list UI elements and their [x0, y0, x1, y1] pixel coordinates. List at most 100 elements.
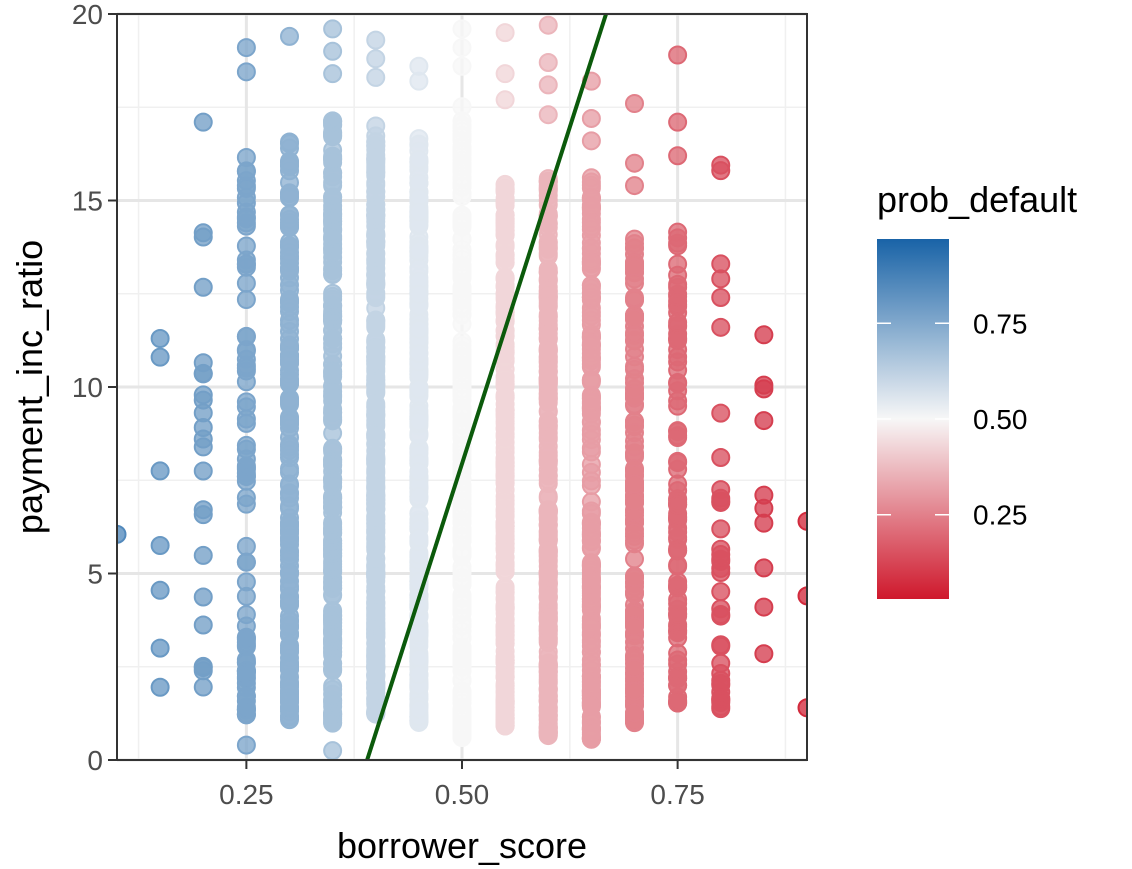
y-tick-label: 20 — [72, 0, 103, 30]
data-point — [366, 49, 386, 69]
data-point — [711, 653, 731, 673]
data-point — [280, 483, 299, 503]
data-point — [668, 522, 688, 542]
data-point — [280, 692, 299, 712]
data-point — [280, 392, 299, 412]
data-point — [452, 38, 472, 58]
data-point — [280, 528, 299, 548]
data-point — [495, 486, 515, 506]
data-point — [323, 713, 343, 733]
data-point — [495, 64, 515, 84]
data-point — [538, 371, 558, 391]
data-point — [625, 549, 644, 569]
data-point — [366, 548, 386, 568]
data-point — [409, 319, 429, 339]
data-point — [366, 116, 386, 136]
data-point — [452, 212, 472, 232]
data-point — [711, 254, 731, 274]
data-point — [625, 339, 644, 359]
data-point — [452, 523, 472, 543]
data-point — [280, 659, 299, 679]
data-point — [366, 462, 386, 482]
data-point — [625, 617, 644, 637]
data-point — [280, 459, 299, 479]
data-point — [236, 494, 256, 514]
data-point — [538, 341, 558, 361]
data-point — [280, 134, 299, 154]
data-point — [366, 338, 386, 358]
legend-label: 0.25 — [973, 500, 1028, 531]
data-point — [625, 423, 644, 443]
data-point — [538, 679, 558, 699]
data-point — [452, 19, 472, 39]
data-point — [323, 530, 343, 550]
data-point — [236, 629, 256, 649]
data-point — [495, 225, 515, 245]
data-point — [409, 528, 429, 548]
data-point — [711, 675, 731, 695]
data-point — [452, 688, 472, 708]
y-axis-title: payment_inc_ratio — [9, 240, 50, 534]
data-point — [452, 115, 472, 135]
data-point — [625, 257, 644, 277]
data-point — [668, 329, 688, 349]
data-point — [193, 615, 213, 635]
data-point — [150, 580, 170, 600]
data-point — [668, 374, 688, 394]
data-point — [280, 297, 299, 317]
data-point — [409, 344, 429, 364]
data-point — [668, 427, 688, 447]
data-point — [236, 147, 256, 167]
data-point — [581, 695, 601, 715]
data-point — [495, 192, 515, 212]
data-point — [538, 307, 558, 327]
data-point — [280, 595, 299, 615]
data-point — [625, 234, 644, 254]
data-point — [323, 645, 343, 665]
data-point — [366, 313, 386, 333]
data-point — [625, 273, 644, 293]
data-point — [754, 558, 774, 578]
data-point — [280, 369, 299, 389]
data-point — [711, 636, 731, 656]
data-point — [668, 254, 688, 274]
y-tick-label: 15 — [72, 186, 103, 217]
data-point — [625, 491, 644, 511]
data-point — [538, 451, 558, 471]
data-point — [366, 494, 386, 514]
data-point — [668, 459, 688, 479]
data-point — [193, 403, 213, 423]
data-point — [193, 227, 213, 247]
data-point — [668, 572, 688, 592]
data-point — [581, 347, 601, 367]
data-point — [711, 447, 731, 467]
data-point — [711, 599, 731, 619]
data-point — [366, 205, 386, 225]
data-point — [668, 146, 688, 166]
data-point — [668, 540, 688, 560]
data-point — [452, 229, 472, 249]
axes: 0.25 0.50 0.75 0 5 10 15 20 — [72, 0, 705, 810]
data-point — [366, 601, 386, 621]
data-point — [193, 437, 213, 457]
data-point — [323, 172, 343, 192]
data-point — [193, 587, 213, 607]
data-point — [409, 412, 429, 432]
legend-title: prob_default — [877, 179, 1077, 220]
data-point — [711, 699, 731, 719]
data-point — [538, 661, 558, 681]
data-point — [495, 174, 515, 194]
data-point — [409, 699, 429, 719]
data-point — [495, 452, 515, 472]
data-point — [581, 722, 601, 742]
data-point — [236, 62, 256, 82]
data-point — [581, 554, 601, 574]
data-point — [280, 26, 299, 46]
data-point — [581, 618, 601, 638]
y-tick-label: 0 — [87, 745, 103, 776]
data-point — [625, 153, 644, 173]
data-point — [323, 423, 343, 443]
data-point — [323, 261, 343, 281]
data-point — [409, 665, 429, 685]
data-point — [538, 617, 558, 637]
